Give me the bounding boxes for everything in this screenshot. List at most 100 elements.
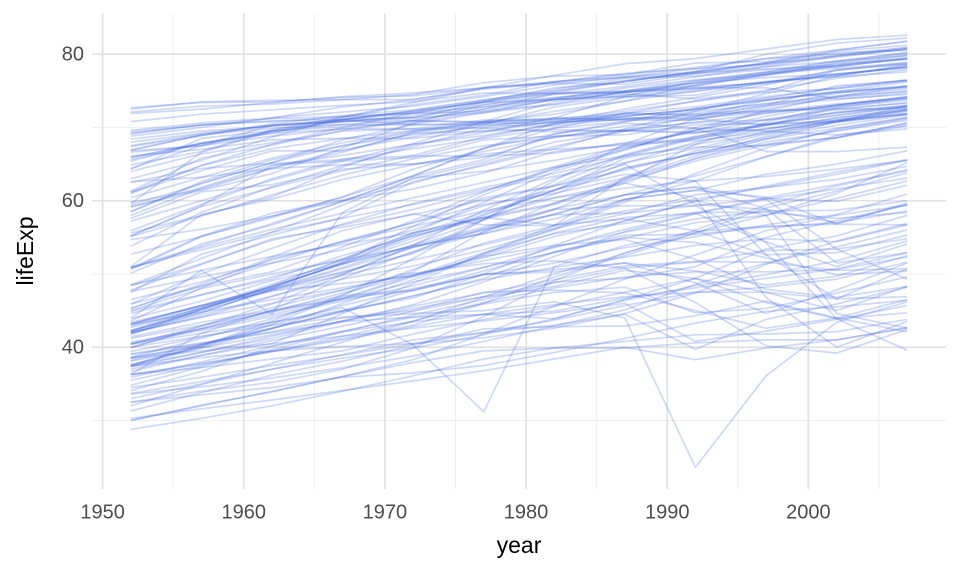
series-line (130, 62, 908, 223)
series-line (130, 87, 908, 184)
x-tick-label: 1960 (221, 502, 266, 524)
x-tick-label: 1970 (363, 502, 408, 524)
series-line (130, 158, 908, 346)
series-line (130, 163, 908, 310)
series-line (130, 79, 908, 256)
series-line (130, 49, 908, 159)
series-line (130, 165, 908, 368)
series-line (130, 276, 908, 356)
series-line (130, 65, 908, 123)
series-line (130, 199, 908, 333)
series-line (130, 222, 908, 368)
series-line (130, 117, 908, 335)
series-line (130, 199, 908, 326)
series-line (130, 79, 908, 157)
series-line (130, 102, 908, 173)
series-line (130, 108, 908, 194)
series-line (130, 116, 908, 320)
series-line (130, 108, 908, 269)
series-line (130, 113, 908, 183)
series-line (130, 34, 908, 180)
series-line (130, 56, 908, 159)
series-line (130, 105, 908, 332)
series-line (130, 53, 908, 199)
series-line (130, 40, 908, 132)
series-line (130, 104, 908, 205)
series-line (130, 61, 908, 151)
series-line (130, 46, 908, 166)
x-tick-label: 2000 (786, 502, 831, 524)
series-line (130, 210, 908, 359)
series-line (130, 122, 908, 274)
series-line (130, 204, 908, 422)
series-line (130, 122, 908, 367)
series-line (130, 95, 908, 346)
series-line (130, 67, 908, 204)
series-line (130, 97, 908, 217)
series-line (130, 68, 908, 161)
series-line (130, 86, 908, 237)
series-line (130, 106, 908, 268)
x-tick-label: 1950 (80, 502, 125, 524)
series-line (130, 79, 908, 237)
series-line (130, 327, 908, 420)
series-line (130, 51, 908, 133)
series-line (130, 48, 908, 148)
series-line (130, 65, 908, 213)
x-axis-title: year (497, 532, 542, 558)
series-line (130, 261, 908, 389)
series-line (130, 117, 908, 327)
series-line (130, 211, 908, 359)
series-line (130, 63, 908, 294)
series-line (130, 85, 908, 192)
series-line (130, 124, 908, 334)
series-lines (130, 34, 908, 469)
series-line (130, 254, 908, 340)
series-line (130, 204, 908, 332)
series-line (130, 299, 908, 404)
series-line (130, 108, 908, 220)
series-line (130, 57, 908, 135)
series-line (130, 46, 908, 115)
series-line (130, 236, 908, 360)
series-line (130, 185, 908, 312)
series-line (130, 214, 908, 379)
gridlines-minor (92, 13, 946, 489)
series-line (130, 161, 908, 343)
gridlines-major (92, 13, 946, 489)
series-line (130, 180, 908, 404)
series-line (130, 101, 908, 325)
y-tick-label: 40 (62, 337, 84, 359)
series-line (130, 106, 908, 349)
series-line (130, 326, 908, 422)
series-line (130, 48, 908, 162)
series-line (130, 302, 908, 360)
series-line (130, 269, 908, 382)
series-line (130, 289, 908, 355)
series-line (130, 256, 908, 407)
series-line (130, 238, 908, 345)
series-line (130, 202, 908, 413)
series-line (130, 259, 908, 354)
series-line (130, 85, 908, 269)
series-line (130, 78, 908, 151)
series-line (130, 251, 908, 392)
series-line (130, 229, 908, 395)
series-line (130, 204, 908, 373)
series-line (130, 54, 908, 113)
series-line (130, 85, 908, 366)
series-line (130, 277, 908, 376)
series-line (130, 40, 908, 110)
x-tick-label: 1990 (645, 502, 690, 524)
series-line (130, 150, 908, 332)
series-line (130, 112, 908, 310)
series-line (130, 159, 908, 301)
series-line (130, 89, 908, 287)
series-line (130, 54, 908, 152)
series-line (130, 48, 908, 138)
series-line (130, 291, 908, 376)
series-line (130, 66, 908, 141)
series-line (130, 300, 908, 469)
series-line (130, 286, 908, 400)
series-line (130, 237, 908, 387)
